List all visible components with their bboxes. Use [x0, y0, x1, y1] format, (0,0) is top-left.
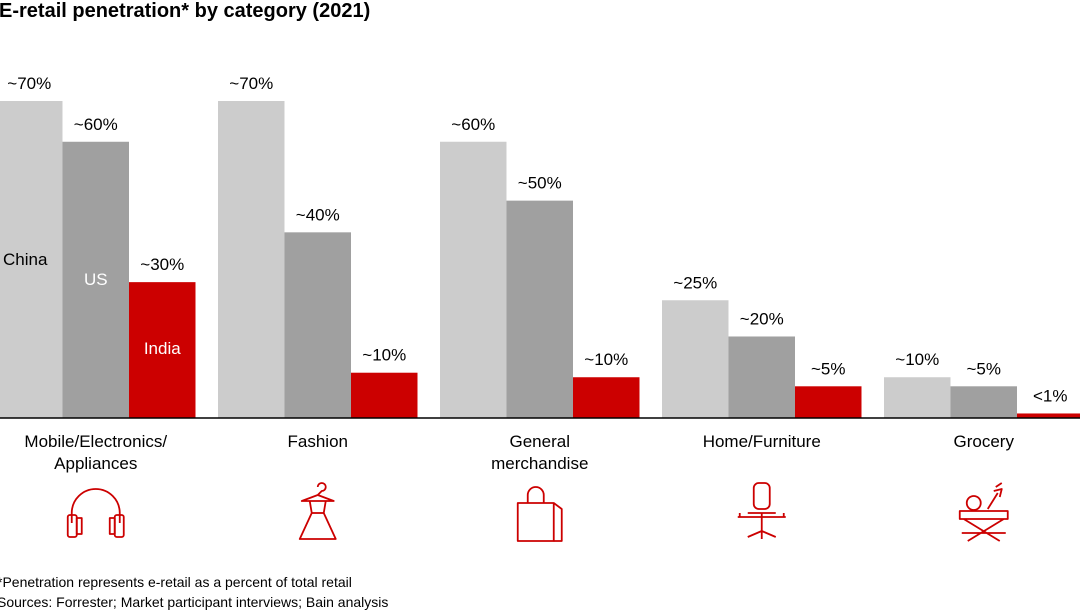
footnote-sources: Sources: Forrester; Market participant i…	[0, 594, 389, 610]
shopping-bag-icon	[516, 486, 563, 542]
bar-us-4	[950, 386, 1017, 418]
data-label: ~50%	[518, 174, 562, 193]
bar-china-3	[662, 300, 729, 418]
category-label: Home/Furniture	[703, 432, 821, 451]
data-label: ~70%	[7, 74, 51, 93]
grocery-crate-icon	[958, 482, 1009, 542]
data-label: ~5%	[811, 359, 846, 378]
data-label: ~10%	[362, 346, 406, 365]
bar-us-1	[284, 232, 351, 418]
data-label: ~20%	[740, 309, 784, 328]
bar-us-2	[506, 200, 573, 418]
data-label: ~10%	[895, 350, 939, 369]
bar-china-2	[440, 141, 507, 418]
bar-india-4	[1017, 413, 1080, 418]
bar-india-2	[573, 377, 640, 418]
data-label: ~5%	[967, 359, 1002, 378]
data-label: ~70%	[229, 74, 273, 93]
legend-label-china: China	[3, 250, 48, 269]
category-label: Mobile/Electronics/	[24, 432, 167, 451]
category-label: Fashion	[288, 432, 348, 451]
bar-us-3	[728, 336, 795, 418]
data-label: <1%	[1033, 386, 1068, 405]
bar-india-1	[351, 372, 418, 418]
bar-china-4	[884, 377, 951, 418]
data-label: ~40%	[296, 205, 340, 224]
data-label: ~30%	[140, 255, 184, 274]
headphones-icon	[66, 488, 125, 538]
category-label: merchandise	[491, 454, 588, 473]
bar-china-1	[218, 101, 285, 418]
bar-us-0	[62, 141, 129, 418]
category-label: General	[510, 432, 570, 451]
legend-label-india: India	[144, 339, 181, 358]
bar-india-3	[795, 386, 862, 418]
footnote-definition: *Penetration represents e-retail as a pe…	[0, 574, 352, 590]
bar-china-0	[0, 101, 63, 418]
data-label: ~60%	[451, 115, 495, 134]
bar-india-0	[129, 282, 196, 418]
chart-title: E-retail penetration* by category (2021)	[0, 0, 371, 22]
dress-on-hanger-icon	[298, 482, 337, 540]
category-label: Grocery	[954, 432, 1015, 451]
office-chair-icon	[737, 482, 786, 539]
category-label: Appliances	[54, 454, 137, 473]
data-label: ~60%	[74, 115, 118, 134]
legend-label-us: US	[84, 270, 108, 289]
data-label: ~10%	[584, 350, 628, 369]
data-label: ~25%	[673, 273, 717, 292]
